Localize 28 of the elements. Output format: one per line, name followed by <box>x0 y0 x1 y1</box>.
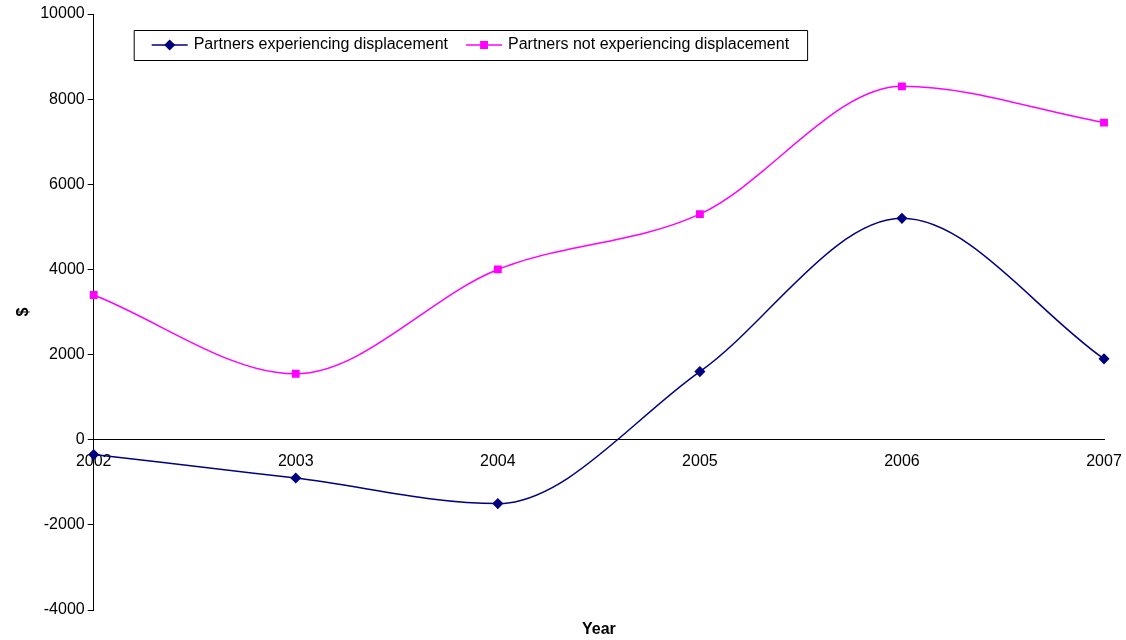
legend-label: Partners not experiencing displacement <box>508 35 790 53</box>
y-tick-label: 4000 <box>49 259 85 277</box>
x-tick-label: 2007 <box>1086 451 1122 469</box>
point <box>493 265 502 274</box>
y-tick-label: -2000 <box>43 515 85 533</box>
x-axis-title: Year <box>581 620 616 638</box>
point <box>89 291 98 299</box>
y-tick-label: 0 <box>75 430 85 448</box>
point <box>291 369 300 378</box>
x-tick-label: 2003 <box>277 451 314 469</box>
point <box>898 82 906 91</box>
x-tick-label: 2004 <box>480 451 516 469</box>
y-tick-label: 8000 <box>49 89 85 107</box>
point <box>695 210 704 219</box>
point <box>290 472 301 484</box>
y-tick-label: 6000 <box>49 174 85 192</box>
y-axis-title: $ <box>14 307 32 317</box>
point <box>1098 353 1110 365</box>
x-tick-label: 2005 <box>682 451 718 469</box>
point <box>492 498 504 509</box>
point <box>896 213 908 224</box>
y-tick-label: 10000 <box>40 4 85 22</box>
legend-label: Partners experiencing displacement <box>193 35 449 53</box>
point <box>1100 118 1108 127</box>
x-tick-label: 2006 <box>884 451 920 469</box>
point <box>694 366 706 377</box>
y-tick-label: -4000 <box>43 600 85 618</box>
y-tick-label: 2000 <box>49 344 85 362</box>
